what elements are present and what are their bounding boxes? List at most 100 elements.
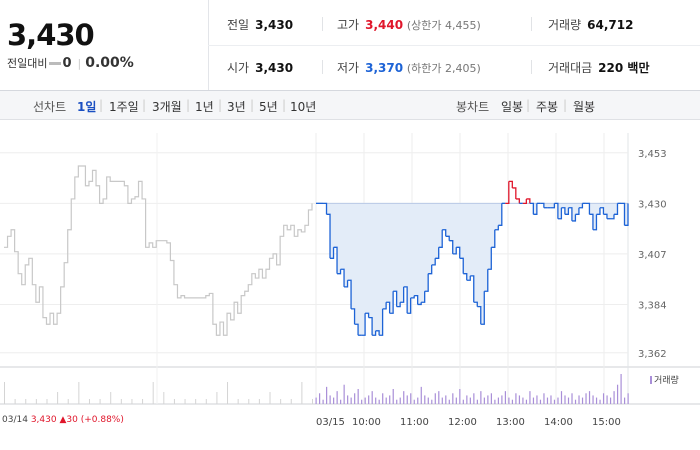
volume-legend-label: 거래량 [654,376,679,386]
volume-bar [508,397,510,404]
stat-prev-close-label: 전일 [227,18,250,32]
price-line-segment [564,207,570,215]
stat-prev-close: 전일 3,430 [227,16,293,33]
x-tick-label: 03/15 [316,417,345,428]
volume-bar [322,399,324,404]
x-tick-label: 15:00 [592,417,621,428]
price-line-segment [554,202,559,219]
volume-bar [455,397,457,404]
price-line-segment [624,203,629,226]
volume-bar [385,397,387,404]
volume-bar [480,391,482,404]
volume-bar [466,395,468,404]
price-line-segment [414,295,419,305]
volume-bar [448,399,450,404]
tab-5-years[interactable]: 5년 [259,100,278,114]
prev-volume-bar [142,399,144,404]
prev-volume-bar [25,399,27,404]
price-line-segment [344,280,349,288]
volume-bar [504,391,507,404]
price-line-segment [403,286,408,314]
volume-bar [389,395,391,404]
volume-bar [431,399,433,404]
volume-bar [333,397,335,404]
price-line-segment [347,279,352,309]
volume-bar [315,397,317,404]
volume-bar [364,397,366,404]
tab-1-year[interactable]: 1년 [195,100,214,114]
stat-open: 시가 3,430 [227,59,293,76]
unchanged-icon [49,61,62,65]
volume-bar [420,386,422,404]
up-arrow-icon: ▲ [59,415,67,425]
tab-3-months[interactable]: 3개월 [152,100,182,114]
volume-bar [378,399,380,404]
price-line-segment [613,203,619,215]
price-line-segment [442,229,447,237]
volume-bar [620,374,622,404]
price-line-segment [417,302,422,306]
volume-bar [571,393,573,404]
volume-bar [518,395,521,404]
prev-volume-bar [110,392,112,404]
stat-high-value: 3,440 [365,18,404,32]
volume-bar [550,395,552,404]
prev-volume-bar [237,399,239,404]
volume-bar [417,397,419,404]
divider: | [186,98,191,112]
volume-bar [522,397,524,404]
volume-bar [410,393,412,404]
price-line-segment [505,181,510,204]
price-line-segment [603,213,608,219]
volume-bar [326,386,328,404]
volume-bar [616,384,619,404]
y-tick-label: 3,430 [638,199,667,210]
volume-bar [539,399,542,404]
lower-limit: (하한가 2,405) [406,62,481,75]
volume-bar [585,393,587,404]
price-line-segment [473,301,478,307]
volume-bar [350,397,352,404]
current-price: 3,430 [7,18,95,52]
volume-bar [546,397,549,404]
volume-bar [599,399,601,404]
x-tick-label: 11:00 [400,417,429,428]
price-line-segment [326,213,331,259]
price-line-segment [484,269,489,292]
tab-daily-candle[interactable]: 일봉 [501,100,524,114]
y-tick-label: 3,453 [638,149,667,160]
prev-volume-bar [4,382,5,404]
volume-bar [427,397,429,404]
volume-bar [627,393,629,404]
tab-1-day[interactable]: 1일 [77,100,97,114]
volume-bar [532,397,535,404]
tab-monthly-candle[interactable]: 월봉 [573,100,596,114]
prev-volume-bar [46,399,48,404]
prev-volume-bar [57,392,59,404]
chart-period-tabs: 선차트 1일 | 1주일 | 3개월 | 1년 | 3년 | 5년 | 10년 … [0,91,700,120]
price-line-segment [571,214,577,222]
volume-bar [609,397,612,404]
prev-volume-bar [99,399,101,404]
price-line-segment [459,257,464,274]
volume-bar [319,393,321,404]
stat-prev-close-value: 3,430 [255,18,294,32]
volume-bar [494,399,496,404]
tab-10-years[interactable]: 10년 [290,100,317,114]
tab-weekly-candle[interactable]: 주봉 [536,100,559,114]
volume-legend: 거래량 [650,373,679,386]
volume-bar [396,399,398,404]
stat-amount-value: 220 백만 [598,61,650,75]
volume-bar [557,397,559,404]
tab-3-years[interactable]: 3년 [227,100,246,114]
volume-bar [371,391,373,404]
prev-volume-bar [248,399,250,404]
x-tick-label: 13:00 [496,417,525,428]
prev-volume-bar [216,392,218,404]
price-line-segment [435,247,440,259]
prev-session-line [4,165,313,336]
tab-1-week[interactable]: 1주일 [109,100,139,114]
change-value: 0 [62,55,72,71]
stat-high: 고가 3,440 (상한가 4,455) [337,16,481,33]
